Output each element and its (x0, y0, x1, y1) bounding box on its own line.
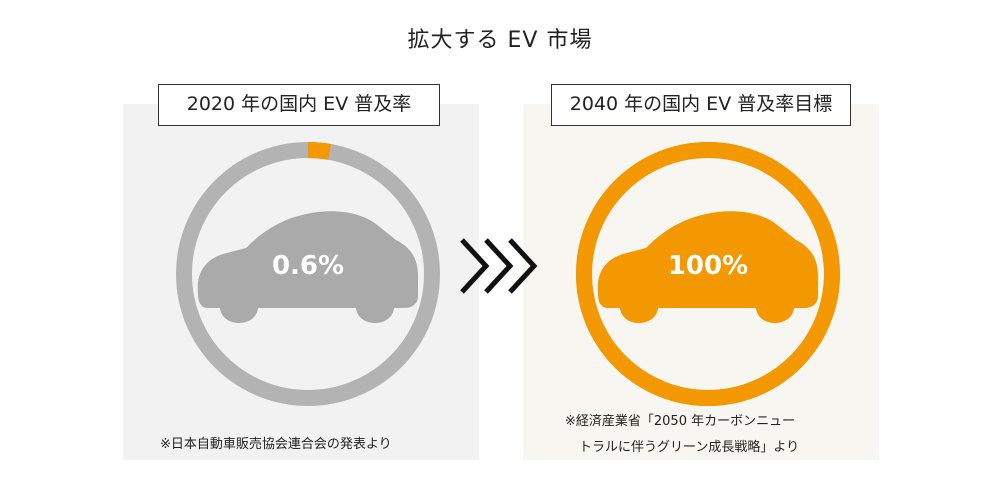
page-title: 拡大する EV 市場 (407, 28, 593, 53)
source-note-2040: ※経済産業省「2050 年カーボンニュー トラルに伴うグリーン成長戦略」より (565, 409, 799, 461)
percent-2040: 100% (667, 251, 749, 281)
label-2020: 2020 年の国内 EV 普及率 (158, 84, 440, 126)
gauge-2040 (576, 142, 840, 406)
car-icon (597, 211, 818, 323)
percent-2020: 0.6% (271, 251, 345, 281)
source-note-line: トラルに伴うグリーン成長戦略」より (579, 440, 800, 455)
source-note-2020: ※日本自動車販売協会連合会の発表より (160, 437, 392, 452)
gauge-fill (576, 142, 840, 406)
gauge-2020 (176, 142, 440, 406)
triple-chevron-right-icon (460, 238, 538, 294)
car-icon (197, 211, 418, 323)
label-2040: 2040 年の国内 EV 普及率目標 (551, 84, 851, 126)
gauge-fill (176, 142, 440, 406)
source-note-line: ※経済産業省「2050 年カーボンニュー (565, 414, 796, 429)
